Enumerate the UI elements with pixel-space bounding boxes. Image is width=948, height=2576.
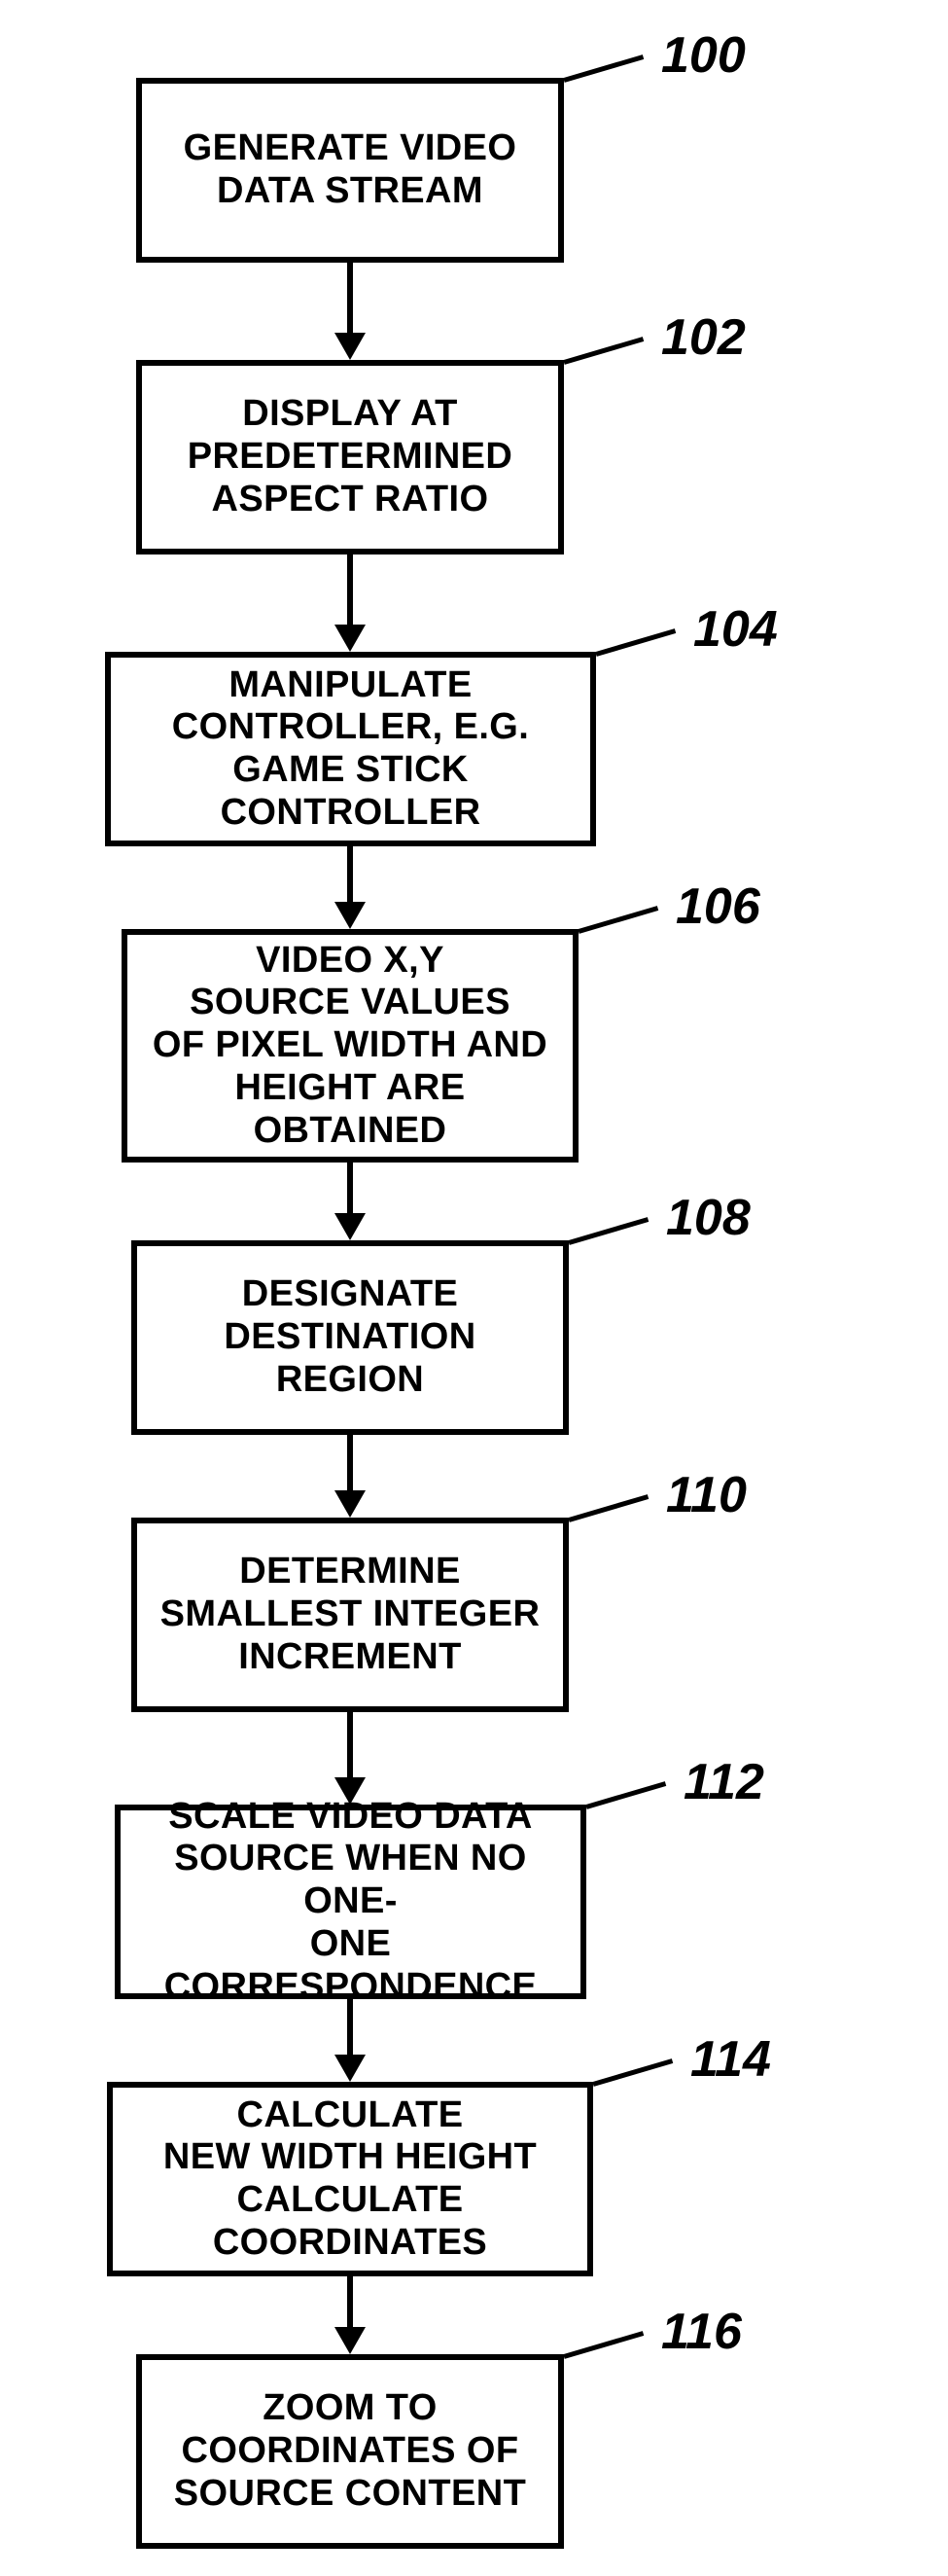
ref-callout-line bbox=[563, 54, 644, 83]
flow-step-110: DETERMINE SMALLEST INTEGER INCREMENT bbox=[131, 1518, 569, 1712]
ref-label-110: 110 bbox=[666, 1466, 747, 1524]
ref-callout-line bbox=[578, 906, 658, 934]
ref-callout-line bbox=[595, 628, 676, 657]
ref-callout-line bbox=[568, 1494, 649, 1522]
ref-label-114: 114 bbox=[690, 2030, 771, 2089]
ref-label-100: 100 bbox=[661, 26, 746, 85]
flow-step-106: VIDEO X,Y SOURCE VALUES OF PIXEL WIDTH A… bbox=[122, 929, 579, 1163]
flow-step-102: DISPLAY AT PREDETERMINED ASPECT RATIO bbox=[136, 360, 564, 555]
ref-label-108: 108 bbox=[666, 1189, 751, 1247]
flow-step-114: CALCULATE NEW WIDTH HEIGHT CALCULATE COO… bbox=[107, 2082, 593, 2276]
ref-label-106: 106 bbox=[676, 877, 760, 936]
ref-label-116: 116 bbox=[661, 2303, 742, 2361]
ref-callout-line bbox=[568, 1217, 649, 1245]
ref-callout-line bbox=[563, 2331, 644, 2359]
flow-step-112: SCALE VIDEO DATA SOURCE WHEN NO ONE- ONE… bbox=[115, 1805, 586, 1999]
flowchart-canvas: GENERATE VIDEO DATA STREAM 100 DISPLAY AT … bbox=[0, 0, 948, 2576]
ref-label-112: 112 bbox=[684, 1753, 764, 1811]
ref-callout-line bbox=[592, 2058, 673, 2087]
ref-callout-line bbox=[563, 337, 644, 365]
ref-label-104: 104 bbox=[693, 600, 778, 659]
flow-step-100: GENERATE VIDEO DATA STREAM bbox=[136, 78, 564, 263]
ref-callout-line bbox=[585, 1781, 666, 1809]
flow-step-104: MANIPULATE CONTROLLER, E.G. GAME STICK C… bbox=[105, 652, 596, 846]
ref-label-102: 102 bbox=[661, 308, 746, 367]
flow-step-108: DESIGNATE DESTINATION REGION bbox=[131, 1240, 569, 1435]
flow-step-116: ZOOM TO COORDINATES OF SOURCE CONTENT bbox=[136, 2354, 564, 2549]
